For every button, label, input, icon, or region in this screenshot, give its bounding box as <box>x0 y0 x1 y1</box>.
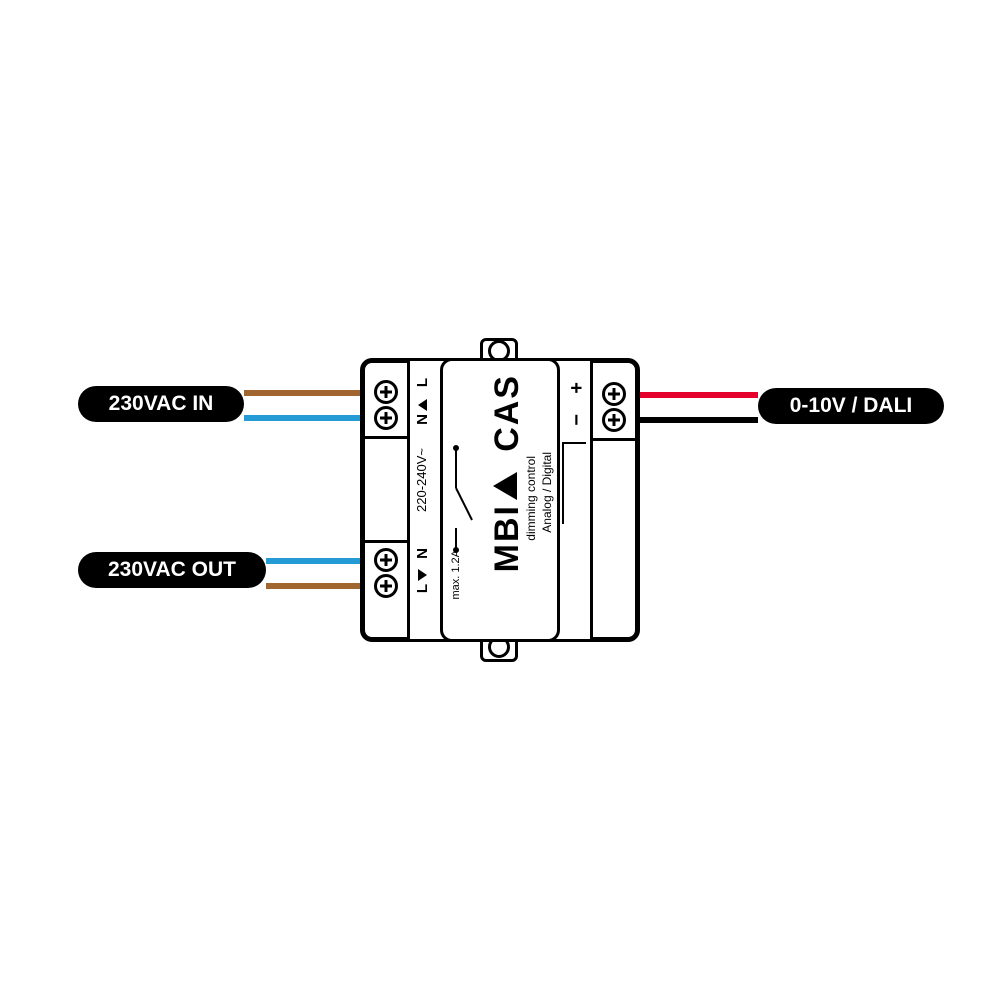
subtitle-line1: Analog / Digital <box>540 452 554 533</box>
left-sep-1 <box>362 436 410 439</box>
wire-dali-plus-red <box>630 392 758 398</box>
brand-text-mbi: MBI <box>488 504 527 572</box>
wire-out-L-brown <box>266 583 374 589</box>
switch-symbol-icon <box>442 440 482 560</box>
screw-right-2 <box>602 408 626 432</box>
terminal-label-bot-L: L <box>414 584 431 593</box>
screw-left-1 <box>374 380 398 404</box>
left-sep-2 <box>362 540 410 543</box>
arrow-down-icon <box>418 569 427 581</box>
terminal-label-bot-N: N <box>414 548 431 559</box>
wiring-diagram: 230VAC IN 230VAC OUT 0-10V / DALI L N N … <box>0 0 1000 1000</box>
wire-in-N-blue <box>244 415 374 421</box>
brand-text-cas: CAS <box>488 374 527 452</box>
terminal-label-minus: − <box>566 414 589 426</box>
wire-in-L-brown <box>244 390 374 396</box>
arrow-up-icon <box>418 399 427 411</box>
voltage-text: 220-240V~ <box>414 448 429 512</box>
panel-sep-under-pm <box>562 442 586 444</box>
label-0-10v-dali: 0-10V / DALI <box>758 388 944 424</box>
screw-right-1 <box>602 382 626 406</box>
subtitle-line2: dimming control <box>524 456 538 541</box>
screw-left-2 <box>374 406 398 430</box>
screw-left-3 <box>374 548 398 572</box>
brand-triangle-icon <box>493 472 517 500</box>
terminal-label-top-L: L <box>414 378 431 387</box>
panel-sep <box>562 444 564 524</box>
terminal-label-top-N: N <box>414 414 431 425</box>
wire-out-N-blue <box>266 558 374 564</box>
terminal-label-plus: + <box>566 382 589 394</box>
wire-dali-minus-black <box>630 417 758 423</box>
label-230vac-in: 230VAC IN <box>78 386 244 422</box>
right-sep-1 <box>590 438 638 441</box>
screw-left-4 <box>374 574 398 598</box>
label-230vac-out: 230VAC OUT <box>78 552 266 588</box>
